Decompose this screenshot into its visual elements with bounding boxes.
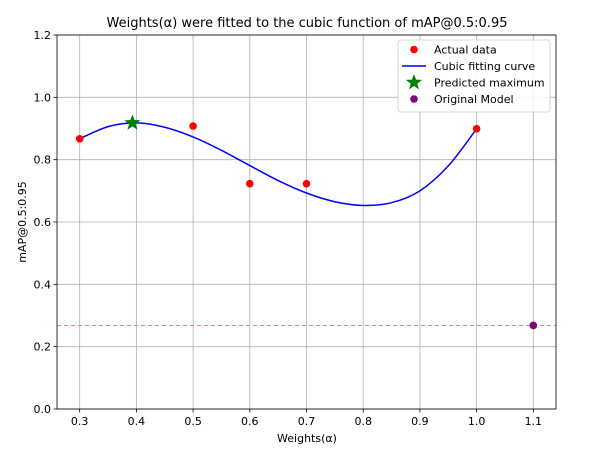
- x-axis-label: Weights(α): [277, 432, 337, 445]
- points-group: [75, 114, 538, 330]
- y-tick-label: 0.6: [34, 216, 52, 229]
- legend-label-actual-data: Actual data: [434, 44, 497, 57]
- legend: Actual data Cubic fitting curve Predicte…: [397, 39, 551, 113]
- original-model-point: [529, 321, 538, 330]
- chart-title: Weights(α) were fitted to the cubic func…: [107, 16, 508, 31]
- curve-group: [79, 122, 478, 207]
- ticks-group: 0.3 0.4 0.5 0.6 0.7 0.8 0.9 1.0 1.1 0.0 0.2 0.4 0.6 0…: [34, 29, 543, 428]
- legend-label-original-model: Original Model: [434, 93, 514, 106]
- y-axis-label: mAP@0.5:0.95: [16, 181, 29, 263]
- legend-marker-actual-data: [410, 45, 418, 54]
- y-tick-label: 1.0: [34, 91, 52, 104]
- x-tick-label: 1.1: [525, 415, 543, 428]
- y-tick-label: 0.8: [34, 154, 52, 167]
- y-tick-label: 0.2: [34, 341, 52, 354]
- x-tick-label: 0.6: [241, 415, 259, 428]
- y-tick-label: 0.4: [34, 278, 52, 291]
- legend-label-predicted-maximum: Predicted maximum: [434, 77, 545, 90]
- x-tick-label: 0.3: [71, 415, 89, 428]
- x-tick-label: 0.9: [411, 415, 429, 428]
- x-tick-label: 0.4: [128, 415, 146, 428]
- y-tick-label: 1.2: [34, 29, 52, 42]
- actual-data-point: [189, 122, 197, 130]
- actual-data-point: [75, 134, 84, 143]
- legend-marker-predicted-maximum: [405, 74, 423, 90]
- legend-marker-original-model: [410, 95, 418, 103]
- actual-data-point: [245, 179, 254, 188]
- predicted-maximum-star: [124, 114, 141, 130]
- y-tick-label: 0.0: [34, 403, 52, 416]
- x-tick-label: 0.5: [184, 415, 202, 428]
- legend-label-cubic-fitting-curve: Cubic fitting curve: [434, 60, 535, 73]
- x-tick-label: 1.0: [468, 415, 486, 428]
- x-tick-label: 0.7: [298, 415, 316, 428]
- actual-data-point: [472, 125, 481, 133]
- cubic-fitting-curve: [79, 122, 478, 207]
- actual-data-point: [302, 179, 311, 188]
- x-tick-label: 0.8: [354, 415, 372, 428]
- legend-frame: [397, 39, 551, 113]
